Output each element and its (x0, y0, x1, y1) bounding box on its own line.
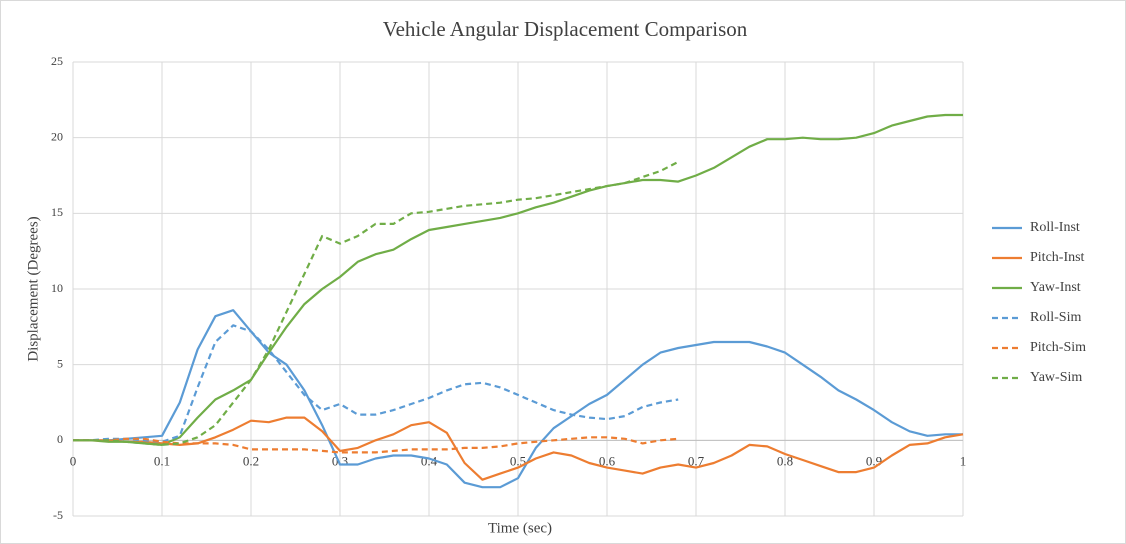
y-tick-label: 10 (51, 281, 63, 295)
series-line (73, 309, 963, 489)
y-tick-label: 5 (57, 356, 63, 370)
x-tick-label: 1 (960, 453, 967, 468)
x-tick-label: 0.9 (866, 453, 882, 468)
x-axis-label: Time (sec) (488, 520, 552, 536)
legend-label: Pitch-Inst (1030, 250, 1085, 265)
chart-title: Vehicle Angular Displacement Comparison (383, 17, 748, 41)
y-axis-label: Displacement (Degrees) (25, 216, 41, 361)
y-tick-label: 0 (57, 432, 63, 446)
legend-label: Yaw-Sim (1030, 370, 1082, 385)
y-tick-label: 20 (51, 129, 63, 143)
legend-label: Roll-Sim (1030, 310, 1081, 325)
y-tick-label: 25 (51, 54, 63, 68)
legend-label: Yaw-Inst (1030, 280, 1081, 295)
legend-label: Pitch-Sim (1030, 340, 1086, 355)
x-tick-label: 0.1 (154, 453, 170, 468)
y-tick-label: 15 (51, 205, 63, 219)
x-tick-label: 0.5 (510, 453, 526, 468)
x-tick-label: 0.3 (332, 453, 348, 468)
series-line (73, 113, 963, 446)
x-tick-label: 0.2 (243, 453, 259, 468)
x-tick-label: 0.7 (688, 453, 705, 468)
series-line (73, 160, 679, 446)
series-line (73, 324, 679, 443)
x-tick-label: 0 (70, 453, 77, 468)
y-tick-label: -5 (53, 508, 63, 522)
series-line (73, 416, 964, 481)
x-tick-label: 0.8 (777, 453, 793, 468)
x-tick-label: 0.6 (599, 453, 616, 468)
legend-label: Roll-Inst (1030, 220, 1080, 235)
